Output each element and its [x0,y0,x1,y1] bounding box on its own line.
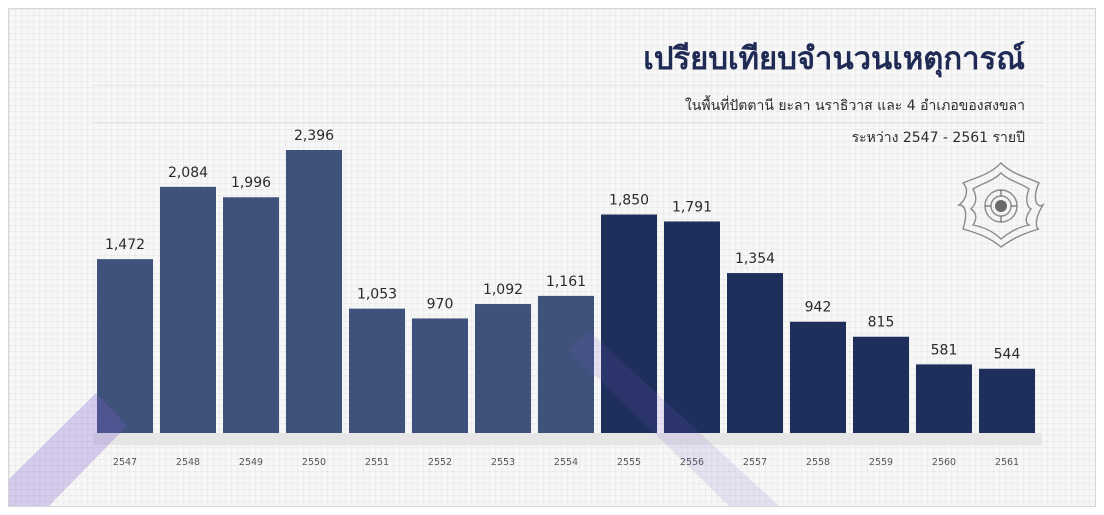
value-label-2557: 1,354 [735,251,775,267]
x-axis-band [94,433,1042,445]
bar-2557 [727,273,783,433]
value-label-2550: 2,396 [294,128,334,144]
value-label-2548: 2,084 [168,165,208,181]
value-label-2559: 815 [868,315,895,331]
bar-2559 [853,336,909,433]
bar-2547 [97,259,153,433]
value-label-2556: 1,791 [672,199,712,215]
bar-2553 [475,304,531,433]
bar-2561 [979,368,1035,433]
value-label-2549: 1,996 [231,175,271,191]
chart-title: เปรียบเทียบจำนวนเหตุการณ์ [643,41,1025,77]
bar-2558 [790,321,846,433]
bar-2552 [412,318,468,433]
value-label-2560: 581 [931,342,958,358]
bar-2549 [223,197,279,433]
value-label-2553: 1,092 [483,282,523,298]
x-tick-label-2554: 2554 [554,457,578,468]
chart-frame: เปรียบเทียบจำนวนเหตุการณ์ ในพื้นที่ปัตตา… [8,8,1096,507]
chart-subtitle-period: ระหว่าง 2547 - 2561 รายปี [851,130,1025,146]
value-label-2555: 1,850 [609,192,649,208]
subtitle-divider [94,122,1044,123]
x-tick-label-2547: 2547 [113,457,137,468]
x-tick-label-2555: 2555 [617,457,641,468]
x-tick-label-2553: 2553 [491,457,515,468]
x-tick-label-2559: 2559 [869,457,893,468]
value-label-2547: 1,472 [105,237,145,253]
x-tick-label-2552: 2552 [428,457,452,468]
value-label-2551: 1,053 [357,287,397,303]
x-tick-label-2561: 2561 [995,457,1019,468]
bar-2556 [664,221,720,433]
x-tick-label-2550: 2550 [302,457,326,468]
x-tick-label-2560: 2560 [932,457,956,468]
value-label-2558: 942 [805,300,832,316]
bar-2555 [601,214,657,433]
ornamental-emblem-icon [956,162,1046,248]
chart-subtitle-area: ในพื้นที่ปัตตานี ยะลา นราธิวาส และ 4 อำเ… [684,98,1025,114]
x-tick-label-2551: 2551 [365,457,389,468]
bar-2560 [916,364,972,433]
bar-chart: 1,472 2547 2,084 2548 1,996 2549 2,396 2550 1,05… [94,128,1042,468]
title-divider [94,85,1044,86]
value-label-2552: 970 [427,296,454,312]
bar-2550 [286,150,342,433]
bar-2548 [160,186,216,433]
x-tick-label-2549: 2549 [239,457,263,468]
value-label-2554: 1,161 [546,274,586,290]
x-tick-label-2548: 2548 [176,457,200,468]
x-tick-label-2558: 2558 [806,457,830,468]
bar-2551 [349,308,405,433]
value-label-2561: 544 [994,347,1021,363]
x-tick-label-2557: 2557 [743,457,767,468]
x-tick-label-2556: 2556 [680,457,704,468]
bar-2554 [538,295,594,433]
